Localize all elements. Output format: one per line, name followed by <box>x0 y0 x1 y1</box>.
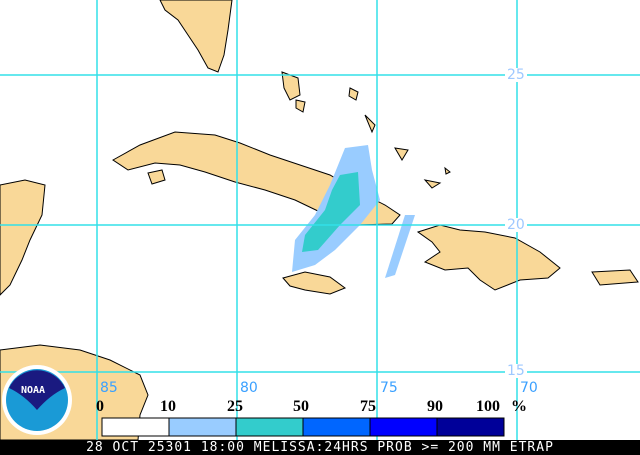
legend-bin-0-10 <box>101 417 170 437</box>
legend-bin-25-50 <box>235 417 304 437</box>
legend-unit: % <box>511 398 527 415</box>
hispaniola <box>416 224 561 291</box>
legend-tick-50: 50 <box>293 398 309 415</box>
isla-de-la-juventud <box>147 169 166 185</box>
legend-bar <box>101 417 505 437</box>
legend-bin-75-90 <box>369 417 438 437</box>
legend-bin-50-75 <box>302 417 371 437</box>
legend-tick-90: 90 <box>427 398 443 415</box>
noaa-logo <box>2 365 72 435</box>
lon-label-75: 75 <box>380 380 398 396</box>
probability-contours <box>292 145 415 278</box>
florida <box>159 0 233 73</box>
prob-10-25-strip <box>385 215 415 278</box>
legend-tick-25: 25 <box>227 398 243 415</box>
jamaica <box>282 271 347 295</box>
bahamas-small <box>295 87 451 189</box>
lat-label-15: 15 <box>505 363 527 379</box>
lat-label-25: 25 <box>505 67 527 83</box>
footer-caption: 28 OCT 25301 18:00 MELISSA:24HRS PROB >=… <box>0 440 640 455</box>
yucatan <box>0 179 46 296</box>
puerto-rico <box>591 269 639 286</box>
bahamas-andros <box>281 71 301 101</box>
lon-label-70: 70 <box>520 380 538 396</box>
lat-label-20: 20 <box>505 217 527 233</box>
legend-tick-0: 0 <box>96 398 104 415</box>
legend-bin-10-25 <box>168 417 237 437</box>
legend-tick-100: 100 <box>476 398 500 415</box>
legend-bin-90-100 <box>436 417 505 437</box>
lon-label-80: 80 <box>240 380 258 396</box>
prob-25-50-region <box>302 172 360 252</box>
lon-label-85: 85 <box>100 380 118 396</box>
noaa-logo-text: NOAA <box>21 385 46 396</box>
legend-tick-10: 10 <box>160 398 176 415</box>
legend-tick-75: 75 <box>360 398 376 415</box>
